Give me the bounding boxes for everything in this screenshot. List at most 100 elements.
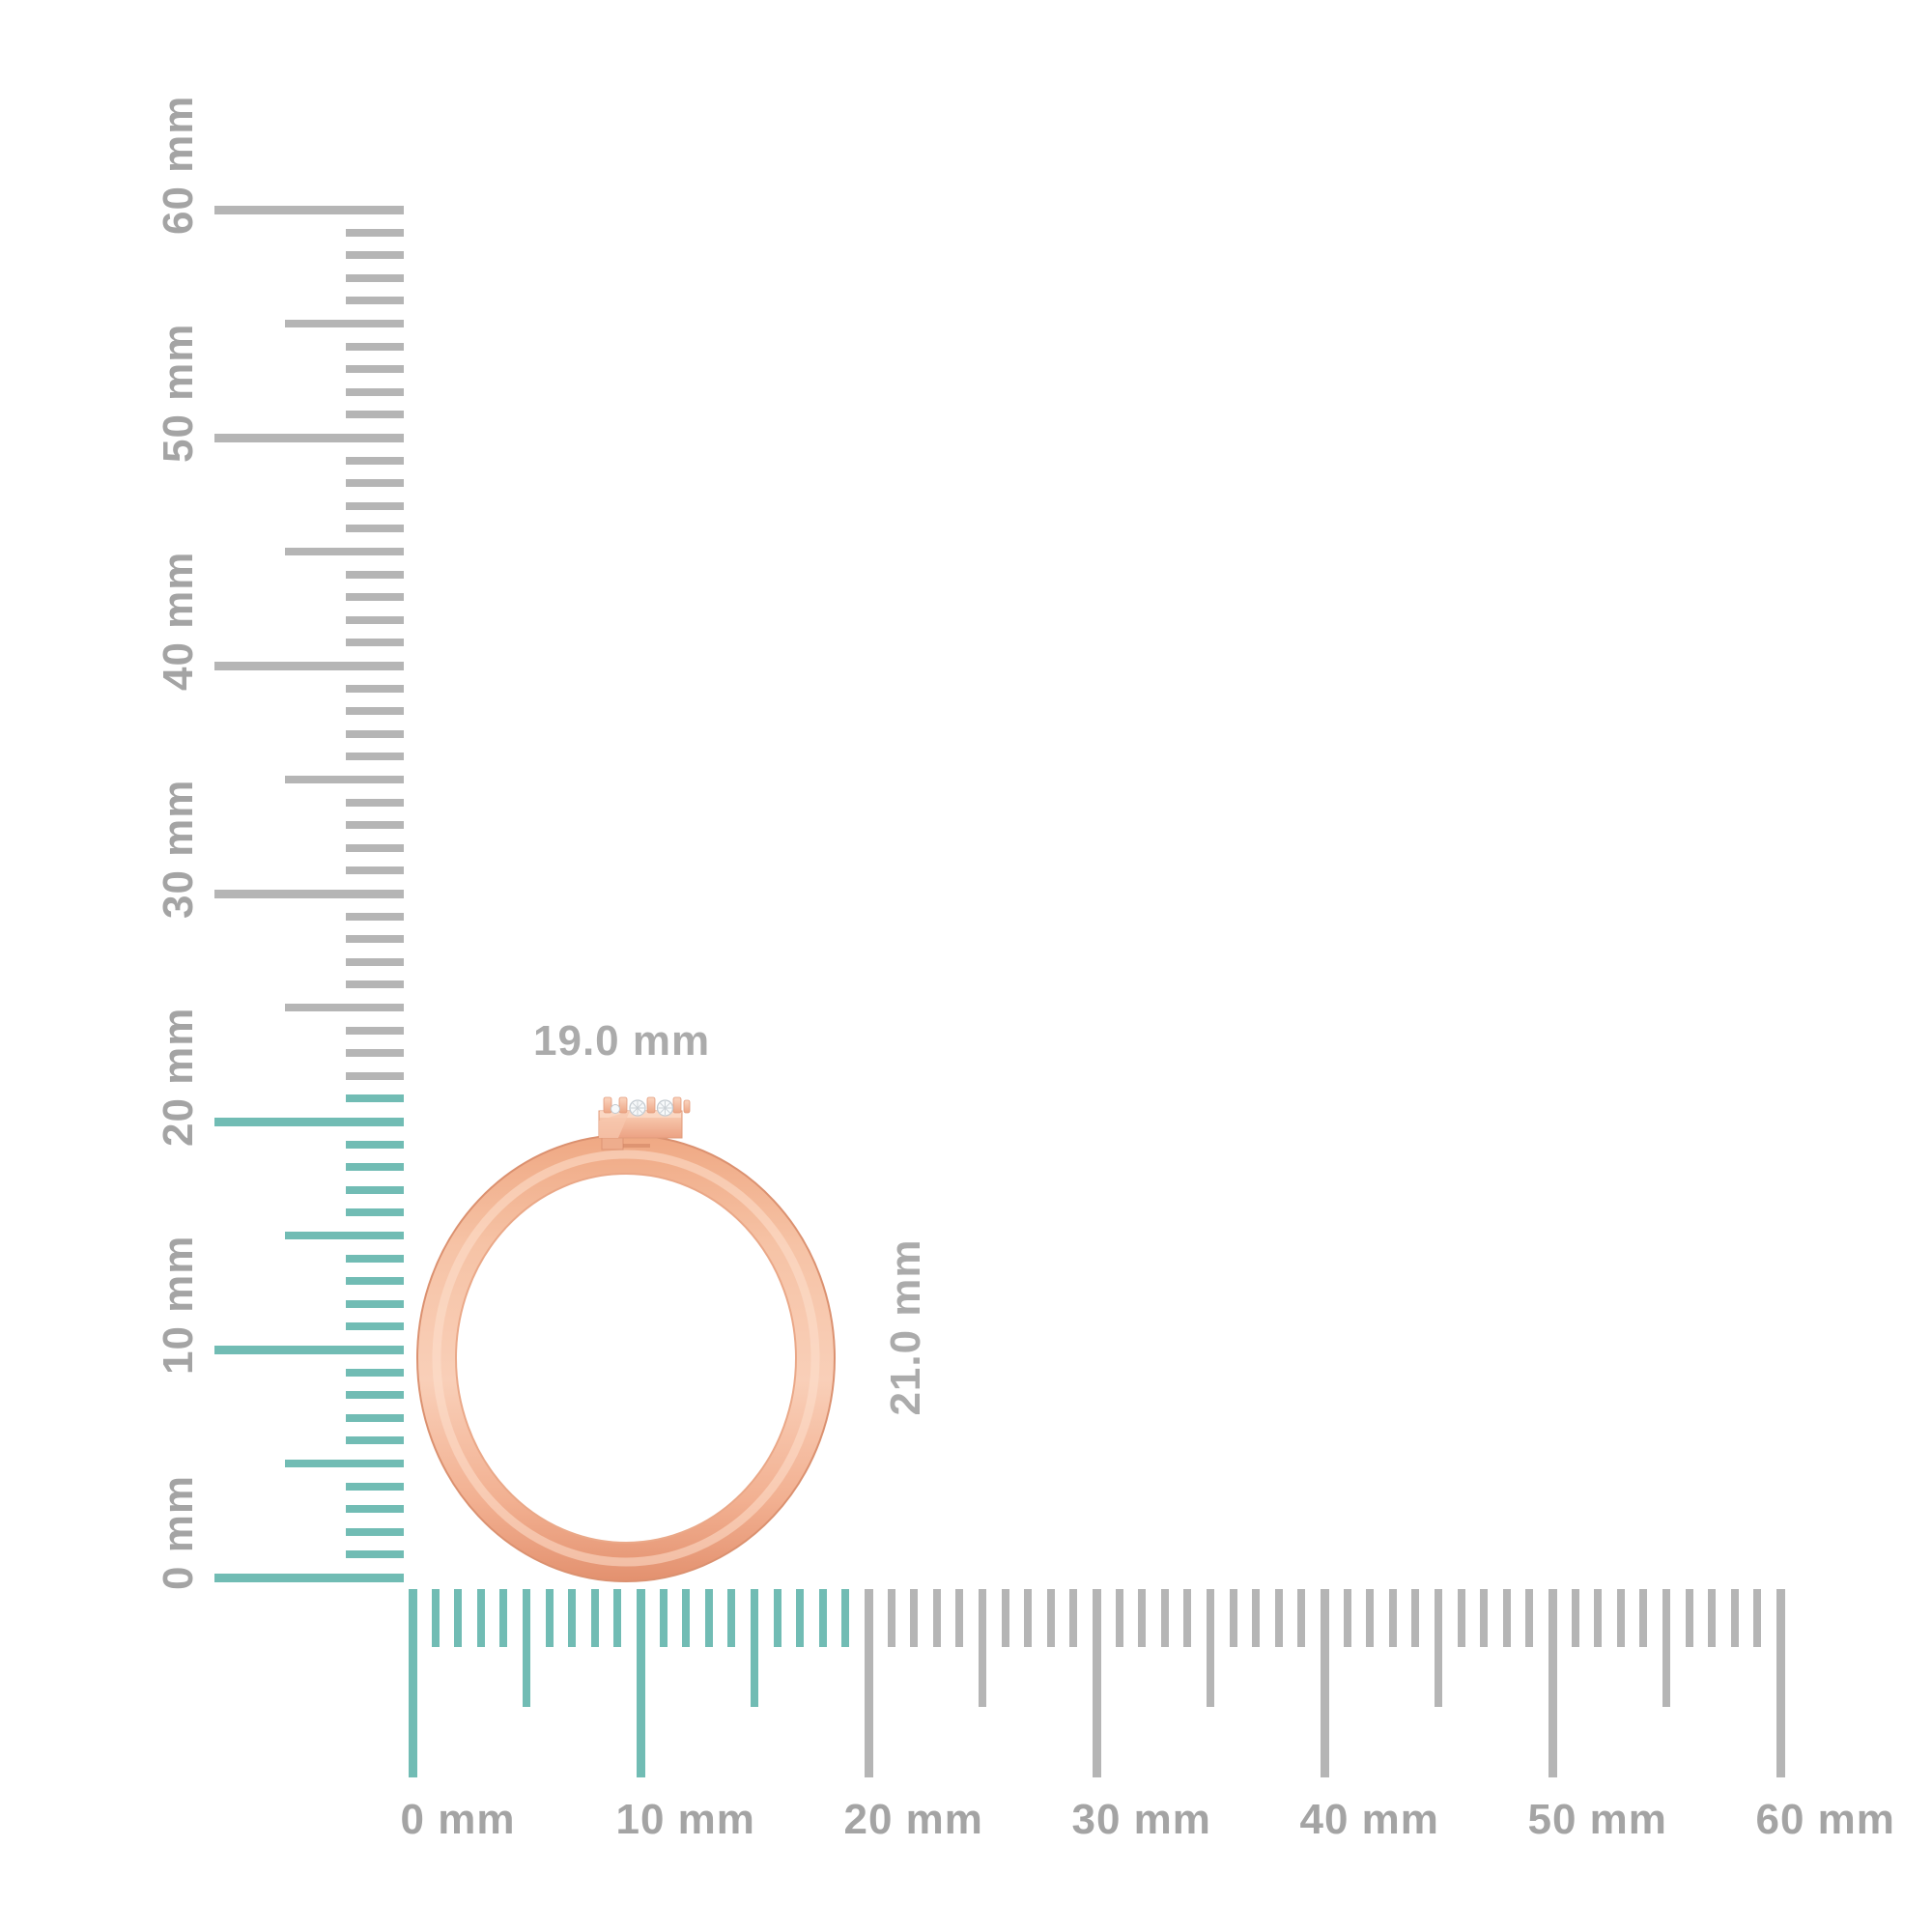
- h-ruler-tick-0mm: [408, 1589, 417, 1777]
- v-ruler-tick-27mm: [346, 957, 404, 966]
- h-ruler-tick-34mm: [1183, 1589, 1192, 1647]
- h-ruler-label-60mm: 60 mm: [1755, 1796, 1895, 1843]
- v-ruler-tick-40mm: [214, 661, 404, 670]
- v-ruler-tick-17mm: [346, 1185, 404, 1194]
- v-ruler-tick-26mm: [346, 980, 404, 989]
- v-ruler-tick-56mm: [346, 297, 404, 305]
- v-ruler-tick-35mm: [285, 776, 404, 783]
- h-ruler-tick-37mm: [1252, 1589, 1261, 1647]
- v-ruler-tick-53mm: [346, 365, 404, 374]
- v-ruler-tick-49mm: [346, 456, 404, 465]
- v-ruler-tick-9mm: [346, 1368, 404, 1377]
- h-ruler-tick-22mm: [910, 1589, 919, 1647]
- h-ruler-label-10mm: 10 mm: [615, 1796, 755, 1843]
- h-ruler-tick-23mm: [932, 1589, 941, 1647]
- h-ruler-tick-31mm: [1115, 1589, 1123, 1647]
- v-ruler-label-10mm: 10 mm: [155, 1235, 202, 1375]
- h-ruler-tick-60mm: [1776, 1589, 1785, 1777]
- v-ruler-tick-58mm: [346, 251, 404, 260]
- v-ruler-tick-51mm: [346, 411, 404, 419]
- h-ruler-tick-41mm: [1343, 1589, 1351, 1647]
- h-ruler-tick-39mm: [1297, 1589, 1306, 1647]
- h-ruler-tick-4mm: [499, 1589, 508, 1647]
- h-ruler-tick-47mm: [1480, 1589, 1489, 1647]
- v-ruler-tick-23mm: [346, 1049, 404, 1058]
- v-ruler-tick-10mm: [214, 1345, 404, 1354]
- v-ruler-tick-50mm: [214, 433, 404, 442]
- h-ruler-tick-1mm: [431, 1589, 440, 1647]
- v-ruler-tick-44mm: [346, 570, 404, 579]
- v-ruler-tick-6mm: [346, 1436, 404, 1445]
- h-ruler-tick-36mm: [1229, 1589, 1237, 1647]
- v-ruler-label-0mm: 0 mm: [155, 1474, 202, 1590]
- h-ruler-tick-5mm: [523, 1589, 530, 1707]
- h-ruler-tick-42mm: [1366, 1589, 1375, 1647]
- h-ruler-tick-52mm: [1594, 1589, 1603, 1647]
- ring-width-annotation: 19.0 mm: [533, 1017, 711, 1065]
- h-ruler-tick-55mm: [1662, 1589, 1670, 1707]
- v-ruler-tick-1mm: [346, 1550, 404, 1559]
- h-ruler-tick-25mm: [979, 1589, 986, 1707]
- v-ruler-tick-42mm: [346, 615, 404, 624]
- h-ruler-label-40mm: 40 mm: [1299, 1796, 1439, 1843]
- v-ruler-tick-46mm: [346, 525, 404, 533]
- h-ruler-tick-3mm: [476, 1589, 485, 1647]
- h-ruler-tick-26mm: [1001, 1589, 1009, 1647]
- h-ruler-tick-58mm: [1730, 1589, 1739, 1647]
- h-ruler-tick-40mm: [1320, 1589, 1329, 1777]
- h-ruler-tick-12mm: [682, 1589, 691, 1647]
- v-ruler-tick-5mm: [285, 1460, 404, 1467]
- v-ruler-tick-31mm: [346, 867, 404, 875]
- v-ruler-tick-24mm: [346, 1026, 404, 1035]
- h-ruler-tick-21mm: [887, 1589, 895, 1647]
- h-ruler-tick-7mm: [568, 1589, 577, 1647]
- h-ruler-tick-54mm: [1639, 1589, 1648, 1647]
- h-ruler-tick-30mm: [1092, 1589, 1101, 1777]
- h-ruler-tick-46mm: [1457, 1589, 1465, 1647]
- h-ruler-tick-32mm: [1138, 1589, 1147, 1647]
- h-ruler-tick-15mm: [751, 1589, 758, 1707]
- v-ruler-tick-0mm: [214, 1573, 404, 1582]
- diamonds: [611, 1099, 674, 1117]
- h-ruler-tick-2mm: [454, 1589, 463, 1647]
- v-ruler-tick-15mm: [285, 1232, 404, 1239]
- v-ruler-tick-19mm: [346, 1140, 404, 1149]
- v-ruler-tick-25mm: [285, 1004, 404, 1011]
- v-ruler-tick-21mm: [346, 1094, 404, 1103]
- v-ruler-tick-20mm: [214, 1117, 404, 1126]
- h-ruler-label-50mm: 50 mm: [1527, 1796, 1667, 1843]
- v-ruler-tick-30mm: [214, 889, 404, 898]
- v-ruler-tick-36mm: [346, 753, 404, 761]
- h-ruler-tick-18mm: [818, 1589, 827, 1647]
- h-ruler-tick-38mm: [1274, 1589, 1283, 1647]
- h-ruler-tick-14mm: [727, 1589, 736, 1647]
- ring-band: [416, 1134, 836, 1582]
- h-ruler-tick-6mm: [545, 1589, 554, 1647]
- h-ruler-tick-43mm: [1388, 1589, 1397, 1647]
- v-ruler-tick-18mm: [346, 1163, 404, 1172]
- h-ruler-tick-17mm: [796, 1589, 805, 1647]
- h-ruler-tick-45mm: [1435, 1589, 1442, 1707]
- v-ruler-label-50mm: 50 mm: [155, 323, 202, 463]
- v-ruler-tick-3mm: [346, 1505, 404, 1514]
- h-ruler-tick-11mm: [659, 1589, 668, 1647]
- h-ruler-tick-28mm: [1046, 1589, 1055, 1647]
- v-ruler-tick-16mm: [346, 1208, 404, 1217]
- v-ruler-label-30mm: 30 mm: [155, 779, 202, 919]
- h-ruler-tick-59mm: [1753, 1589, 1762, 1647]
- h-ruler-label-20mm: 20 mm: [843, 1796, 983, 1843]
- v-ruler-tick-37mm: [346, 729, 404, 738]
- h-ruler-tick-51mm: [1571, 1589, 1579, 1647]
- v-ruler-tick-39mm: [346, 684, 404, 693]
- v-ruler-tick-2mm: [346, 1527, 404, 1536]
- v-ruler-label-40mm: 40 mm: [155, 551, 202, 691]
- v-ruler-tick-11mm: [346, 1322, 404, 1331]
- h-ruler-tick-57mm: [1708, 1589, 1717, 1647]
- v-ruler-tick-52mm: [346, 387, 404, 396]
- v-ruler-tick-38mm: [346, 707, 404, 716]
- h-ruler-tick-9mm: [613, 1589, 622, 1647]
- h-ruler-tick-56mm: [1685, 1589, 1693, 1647]
- v-ruler-tick-28mm: [346, 935, 404, 944]
- v-ruler-label-60mm: 60 mm: [155, 95, 202, 235]
- h-ruler-label-30mm: 30 mm: [1071, 1796, 1211, 1843]
